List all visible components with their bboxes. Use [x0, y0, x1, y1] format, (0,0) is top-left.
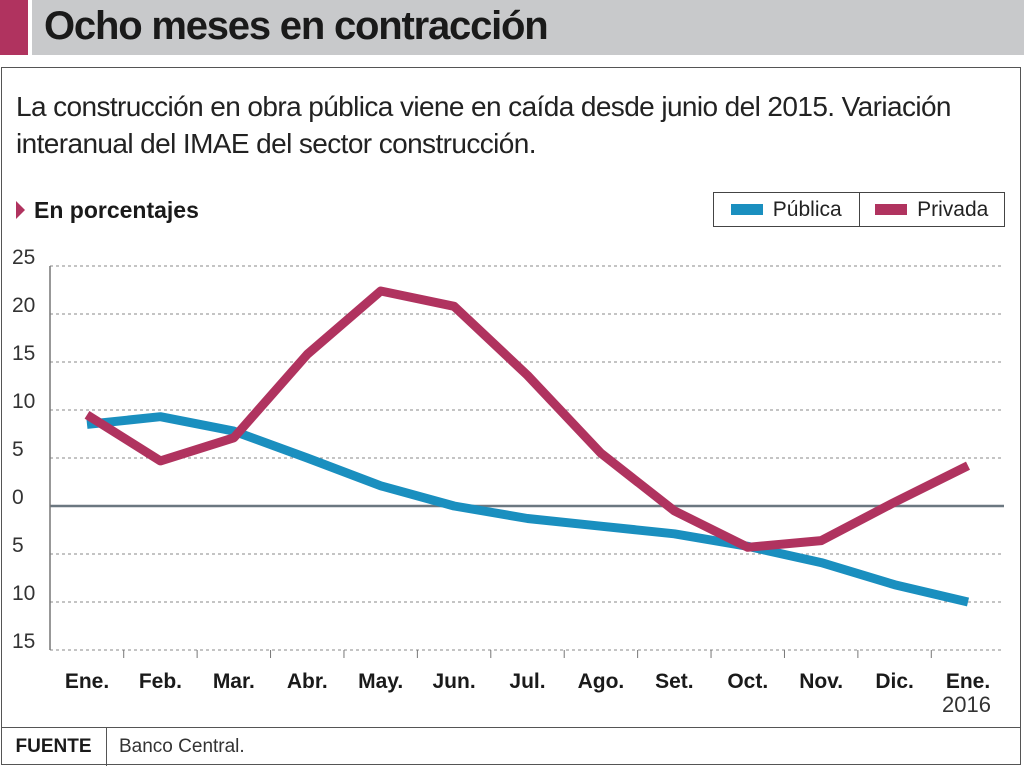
y-tick-label: 25	[12, 246, 35, 269]
x-tick-label: Feb.	[139, 670, 182, 693]
legend-item-privada: Privada	[858, 193, 1005, 226]
header-bar	[32, 0, 1024, 55]
x-tick-label: Mar.	[213, 670, 255, 693]
legend-label-privada: Privada	[917, 197, 989, 221]
x-tick-label: Set.	[655, 670, 694, 693]
y-tick-label: 15	[12, 342, 35, 365]
header-accent-bar	[0, 0, 28, 55]
y-tick-label: 10	[12, 390, 35, 413]
source-footer: FUENTE Banco Central.	[1, 727, 1021, 766]
source-key: FUENTE	[1, 728, 107, 766]
legend-label-publica: Pública	[772, 197, 842, 221]
y-tick-label: 5	[12, 438, 24, 461]
x-tick-label: Oct.	[727, 670, 768, 693]
x-tick-label: Dic.	[875, 670, 914, 693]
x-tick-label: Ago.	[578, 670, 625, 693]
legend-item-publica: Pública	[714, 193, 859, 226]
unit-marker-icon	[16, 201, 25, 219]
x-tick-label: Jun.	[432, 670, 475, 693]
x-tick-label: Nov.	[799, 670, 843, 693]
y-tick-label: 5	[12, 534, 24, 557]
y-tick-label: 10	[12, 582, 35, 605]
x-tick-label: Ene.	[65, 670, 109, 693]
legend-swatch-privada	[875, 204, 908, 215]
chart-frame	[1, 67, 1021, 765]
x-tick-label: Ene.	[946, 670, 990, 693]
y-tick-label: 15	[12, 630, 35, 653]
legend-swatch-publica	[730, 204, 763, 215]
y-tick-label: 0	[12, 486, 24, 509]
page-title: Ocho meses en contracción	[44, 4, 549, 48]
chart-legend: Pública Privada	[713, 192, 1005, 227]
series-line-privada	[84, 286, 971, 552]
x-tick-label: May.	[358, 670, 403, 693]
unit-label: En porcentajes	[34, 197, 199, 223]
x-tick-label: Abr.	[287, 670, 328, 693]
x-axis-year-label: 2016	[942, 692, 991, 717]
source-value: Banco Central.	[119, 736, 245, 757]
chart-subtitle: La construcción en obra pública viene en…	[16, 91, 952, 159]
x-tick-label: Jul.	[509, 670, 545, 693]
y-tick-label: 20	[12, 294, 35, 317]
